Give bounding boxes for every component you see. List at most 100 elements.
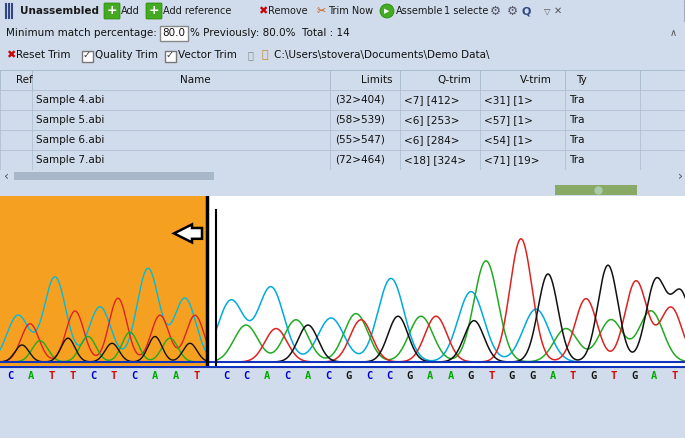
Text: ✓: ✓ <box>166 50 174 60</box>
Text: A: A <box>264 371 270 381</box>
Text: ⚙: ⚙ <box>507 4 519 18</box>
Text: T: T <box>672 371 678 381</box>
Text: 80.0: 80.0 <box>162 28 186 38</box>
FancyBboxPatch shape <box>160 26 188 41</box>
Text: Add reference: Add reference <box>163 6 232 16</box>
Text: ⚙: ⚙ <box>490 4 501 18</box>
Bar <box>555 185 637 195</box>
Text: (58>539): (58>539) <box>335 115 385 125</box>
Text: Unassembled: Unassembled <box>20 6 99 16</box>
Text: C: C <box>243 371 250 381</box>
Text: G: G <box>590 371 597 381</box>
Text: T: T <box>111 371 117 381</box>
Text: Add: Add <box>121 6 140 16</box>
Text: C: C <box>90 371 97 381</box>
Text: Tra: Tra <box>569 135 584 145</box>
Text: ▽: ▽ <box>544 7 551 15</box>
Text: G: G <box>345 371 351 381</box>
Text: <57] [1>: <57] [1> <box>484 115 533 125</box>
Text: (32>404): (32>404) <box>335 95 385 105</box>
Text: <31] [1>: <31] [1> <box>484 95 533 105</box>
Polygon shape <box>174 224 202 242</box>
Text: Limits: Limits <box>361 75 393 85</box>
Text: 📁: 📁 <box>262 50 269 60</box>
Text: G: G <box>631 371 637 381</box>
Text: Sample 6.abi: Sample 6.abi <box>36 135 104 145</box>
Text: ▶: ▶ <box>384 8 390 14</box>
Text: T: T <box>570 371 576 381</box>
Text: G: G <box>529 371 535 381</box>
FancyBboxPatch shape <box>82 51 93 62</box>
FancyBboxPatch shape <box>146 3 162 19</box>
Text: G: G <box>508 371 515 381</box>
Text: G: G <box>468 371 474 381</box>
Text: <7] [412>: <7] [412> <box>404 95 460 105</box>
Text: Quality Trim: Quality Trim <box>95 50 158 60</box>
Text: A: A <box>549 371 556 381</box>
Text: <6] [284>: <6] [284> <box>404 135 460 145</box>
Text: Sample 7.abi: Sample 7.abi <box>36 155 104 165</box>
Text: A: A <box>173 371 179 381</box>
Text: C: C <box>223 371 229 381</box>
Text: <71] [19>: <71] [19> <box>484 155 540 165</box>
Bar <box>14 172 214 180</box>
Text: ∧: ∧ <box>670 28 677 38</box>
Text: C: C <box>284 371 290 381</box>
Text: C: C <box>386 371 393 381</box>
Text: ✂: ✂ <box>317 6 326 16</box>
Text: A: A <box>427 371 433 381</box>
Text: <6] [253>: <6] [253> <box>404 115 460 125</box>
Text: ✖: ✖ <box>258 6 267 16</box>
Text: Vector Trim: Vector Trim <box>178 50 237 60</box>
Text: Tra: Tra <box>569 95 584 105</box>
Circle shape <box>380 4 394 18</box>
Text: C: C <box>8 371 14 381</box>
Text: Name: Name <box>180 75 210 85</box>
FancyBboxPatch shape <box>104 3 120 19</box>
Text: C:\Users\stovera\Documents\Demo Data\: C:\Users\stovera\Documents\Demo Data\ <box>274 50 490 60</box>
Text: V-trim: V-trim <box>520 75 552 85</box>
Text: A: A <box>305 371 311 381</box>
Text: T: T <box>49 371 55 381</box>
Text: +: + <box>107 4 117 18</box>
Text: Reset Trim: Reset Trim <box>16 50 71 60</box>
Text: Ty: Ty <box>576 75 587 85</box>
Bar <box>0 196 207 366</box>
Text: ✖: ✖ <box>6 50 15 60</box>
Text: Q: Q <box>522 6 532 16</box>
Text: ✓: ✓ <box>83 50 91 60</box>
Text: 📋: 📋 <box>248 50 254 60</box>
Text: (55>547): (55>547) <box>335 135 385 145</box>
Text: C: C <box>132 371 138 381</box>
Text: A: A <box>651 371 658 381</box>
Text: Trim Now: Trim Now <box>328 6 373 16</box>
Text: 1 selecte: 1 selecte <box>444 6 488 16</box>
Text: ✕: ✕ <box>554 6 562 16</box>
Text: Tra: Tra <box>569 155 584 165</box>
Text: +: + <box>149 4 160 18</box>
Text: A: A <box>447 371 453 381</box>
Text: T: T <box>69 371 75 381</box>
Text: Sample 5.abi: Sample 5.abi <box>36 115 104 125</box>
Text: C: C <box>325 371 332 381</box>
Text: C: C <box>366 371 372 381</box>
Text: T: T <box>194 371 200 381</box>
Text: (72>464): (72>464) <box>335 155 385 165</box>
Text: <18] [324>: <18] [324> <box>404 155 466 165</box>
Text: % Previously: 80.0%  Total : 14: % Previously: 80.0% Total : 14 <box>190 28 350 38</box>
Text: A: A <box>28 371 34 381</box>
Text: T: T <box>488 371 495 381</box>
Text: Tra: Tra <box>569 115 584 125</box>
Text: Sample 4.abi: Sample 4.abi <box>36 95 104 105</box>
Text: A: A <box>152 371 158 381</box>
Text: G: G <box>407 371 413 381</box>
Text: Remove: Remove <box>268 6 308 16</box>
Text: Ref: Ref <box>16 75 33 85</box>
Text: ‹: ‹ <box>4 170 9 183</box>
Text: <54] [1>: <54] [1> <box>484 135 533 145</box>
Bar <box>207 196 685 366</box>
Text: Q-trim: Q-trim <box>437 75 471 85</box>
Text: Assemble: Assemble <box>396 6 443 16</box>
Text: T: T <box>610 371 616 381</box>
Text: ›: › <box>677 170 682 183</box>
